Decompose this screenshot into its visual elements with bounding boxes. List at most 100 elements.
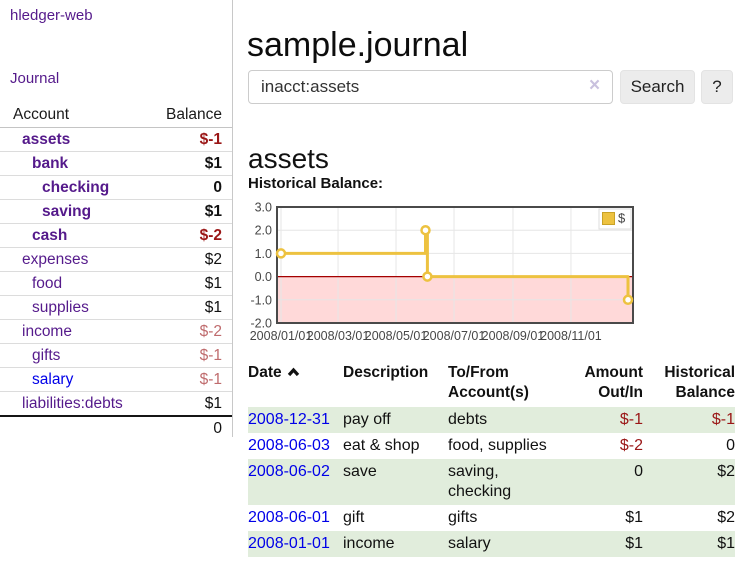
register-col-date[interactable]: Date	[248, 361, 343, 407]
account-row: income $-2	[0, 319, 232, 344]
account-balance: $2	[150, 247, 232, 272]
transaction-balance: $-1	[643, 407, 735, 433]
account-link-food[interactable]: food	[32, 275, 63, 292]
transaction-amount: $1	[568, 531, 643, 557]
x-tick-label: 2008/03/01	[307, 329, 370, 343]
account-link-expenses[interactable]: expenses	[22, 251, 89, 268]
account-balance: $-2	[150, 319, 232, 344]
transaction-date-link[interactable]: 2008-12-31	[248, 411, 330, 428]
transaction-amount: $-2	[619, 437, 643, 454]
transaction-accounts: saving, checking	[448, 459, 568, 505]
data-point	[420, 224, 431, 236]
transaction-date-link[interactable]: 2008-06-03	[248, 437, 330, 454]
sidebar: hledger-web Journal Account Balance asse…	[0, 0, 233, 440]
x-tick-label: 2008/09/01	[482, 329, 545, 343]
chart-negative-region	[278, 276, 632, 322]
account-link-supplies[interactable]: supplies	[32, 299, 89, 316]
chart-border	[276, 206, 634, 324]
data-point	[275, 248, 287, 259]
search-button[interactable]: Search	[620, 70, 695, 104]
account-balance: $1	[150, 151, 232, 176]
transaction-balance: $2	[643, 459, 735, 505]
account-row: food $1	[0, 271, 232, 296]
account-row: salary $-1	[0, 367, 232, 392]
transaction-description: pay off	[343, 407, 448, 433]
transaction-description: gift	[343, 509, 365, 526]
register-row: 2008-06-01 gift gifts $1 $2	[248, 505, 735, 531]
sidebar-item-journal[interactable]: Journal	[10, 70, 60, 87]
account-row: cash $-2	[0, 223, 232, 248]
y-tick-label: -1.0	[250, 293, 272, 307]
transaction-description: eat & shop	[343, 437, 420, 454]
chart-title: Historical Balance:	[248, 175, 384, 192]
account-link-salary[interactable]: salary	[32, 371, 74, 388]
account-link-gifts[interactable]: gifts	[32, 347, 61, 364]
account-row: assets $-1	[0, 127, 232, 152]
y-tick-label: 1.0	[255, 247, 272, 261]
transaction-description: income	[343, 531, 448, 557]
x-tick-label: 2008/05/01	[365, 329, 428, 343]
app-title-link[interactable]: hledger-web	[10, 7, 93, 24]
account-link-bank[interactable]: bank	[32, 155, 69, 172]
accounts-tree-table: Account Balance assets $-1 bank $1 checking 0…	[0, 103, 232, 440]
historical-balance-chart: $3.0 2.0 1.0 0.0 -1.0 -2.02008/01/012008/03/0…	[250, 201, 634, 343]
y-tick-label: 3.0	[255, 201, 272, 215]
transaction-date-link[interactable]: 2008-06-02	[248, 463, 330, 480]
transaction-accounts: debts	[448, 407, 568, 433]
transaction-date-link[interactable]: 2008-06-01	[248, 509, 330, 526]
y-tick-label: 0.0	[255, 270, 272, 284]
sort-ascending-icon	[287, 367, 299, 377]
accounts-total-row: 0	[0, 415, 232, 440]
account-row: liabilities:debts $1	[0, 391, 232, 417]
accounts-col-balance: Balance	[150, 103, 232, 128]
clear-search-icon[interactable]: ×	[589, 75, 601, 96]
y-tick-label: 2.0	[255, 224, 272, 238]
accounts-total-balance: 0	[150, 415, 232, 440]
account-row: saving $1	[0, 199, 232, 224]
register-table: Date Description To/From Account(s) Amou…	[248, 361, 735, 557]
register-col-description: Description	[343, 364, 429, 381]
search-input[interactable]	[248, 70, 613, 104]
account-balance: $-1	[150, 127, 232, 152]
x-tick-label: 2008/11/01	[540, 329, 602, 343]
transaction-balance: $1	[643, 531, 735, 557]
account-link-assets[interactable]: assets	[22, 131, 71, 148]
account-balance: 0	[150, 175, 232, 200]
account-balance: $-1	[150, 343, 232, 368]
transaction-balance: $2	[717, 509, 735, 526]
transaction-date-link[interactable]: 2008-01-01	[248, 535, 330, 552]
legend-swatch	[602, 212, 615, 225]
account-link-saving[interactable]: saving	[42, 203, 92, 220]
x-tick-label: 2008/07/01	[423, 329, 486, 343]
x-tick-label: 2008/01/01	[250, 329, 313, 343]
transaction-amount: 0	[568, 459, 643, 505]
register-col-amount: Amount Out/In	[584, 364, 643, 401]
register-row: 2008-01-01 income salary $1 $1	[248, 531, 735, 557]
transaction-accounts: food, supplies	[448, 437, 547, 454]
account-row: supplies $1	[0, 295, 232, 320]
account-link-checking[interactable]: checking	[42, 179, 110, 196]
legend-label: $	[618, 211, 626, 226]
data-point	[422, 271, 433, 282]
account-balance: $-1	[150, 367, 232, 392]
accounts-col-account: Account	[0, 103, 151, 128]
account-balance: $1	[150, 295, 232, 320]
transaction-description: save	[343, 459, 448, 505]
register-row: 2008-12-31 pay off debts $-1 $-1	[248, 407, 735, 433]
y-tick-label: -2.0	[250, 317, 272, 331]
page-title: sample.journal	[247, 25, 469, 64]
account-balance: $1	[150, 199, 232, 224]
transaction-amount: $-1	[568, 407, 643, 433]
register-row: 2008-06-03 eat & shop food, supplies $-2 0	[248, 433, 735, 459]
account-row: checking 0	[0, 175, 232, 200]
register-col-tofrom: To/From Account(s)	[448, 364, 529, 401]
help-button[interactable]: ?	[701, 70, 733, 104]
account-row: gifts $-1	[0, 343, 232, 368]
account-balance: $1	[150, 271, 232, 296]
transaction-accounts: gifts	[448, 509, 478, 526]
account-link-liabilities-debts[interactable]: liabilities:debts	[22, 395, 123, 412]
register-col-balance: Historical Balance	[664, 364, 735, 401]
transaction-accounts: salary	[448, 531, 568, 557]
account-link-income[interactable]: income	[22, 323, 72, 340]
account-link-cash[interactable]: cash	[32, 227, 68, 244]
